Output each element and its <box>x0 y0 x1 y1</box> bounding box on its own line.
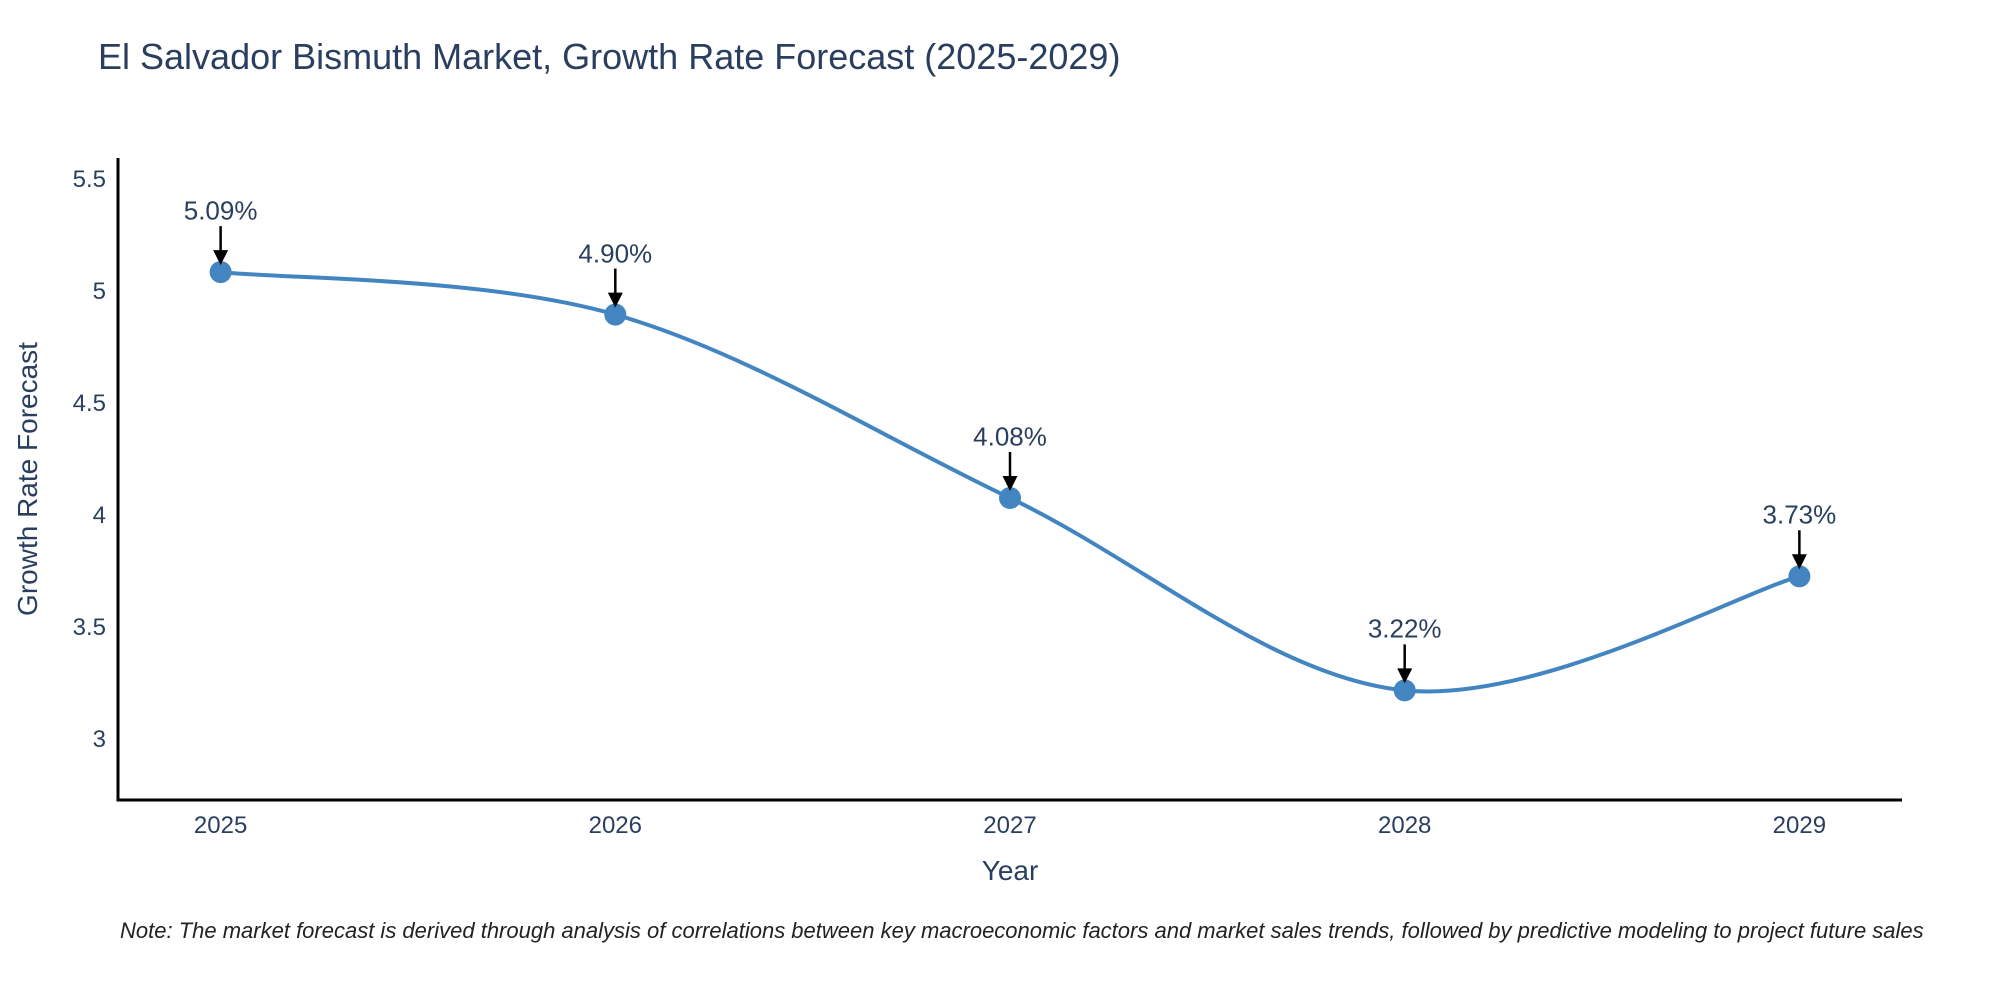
x-tick-label: 2025 <box>193 812 248 839</box>
annotation-arrowhead <box>1002 476 1018 492</box>
data-point-label: 5.09% <box>183 195 258 226</box>
footnote: Note: The market forecast is derived thr… <box>120 918 1924 943</box>
annotation-arrowhead <box>607 292 623 308</box>
annotation-arrowhead <box>1397 668 1413 684</box>
chart-title: El Salvador Bismuth Market, Growth Rate … <box>98 36 1121 77</box>
y-tick-label: 3 <box>92 725 106 753</box>
x-tick-label: 2026 <box>588 812 642 839</box>
data-point-label: 3.73% <box>1762 499 1837 530</box>
data-point-marker <box>1788 565 1811 588</box>
data-point-label: 3.22% <box>1367 613 1442 644</box>
y-tick-label: 5 <box>92 278 106 306</box>
y-tick-label: 4 <box>92 501 106 529</box>
x-tick-label: 2028 <box>1377 812 1432 839</box>
annotation-arrowhead <box>213 250 229 266</box>
y-tick-label: 3.5 <box>72 613 106 641</box>
data-point-marker <box>604 303 627 326</box>
x-tick-label: 2027 <box>983 812 1037 839</box>
x-tick-label: 2029 <box>1772 812 1827 839</box>
y-tick-label: 4.5 <box>72 390 106 418</box>
annotation-arrowhead <box>1791 554 1807 570</box>
x-axis-title: Year <box>981 855 1039 886</box>
data-point-marker <box>999 487 1021 510</box>
y-tick-label: 5.5 <box>72 166 106 194</box>
data-point-label: 4.08% <box>973 421 1047 452</box>
data-point-marker <box>209 261 232 284</box>
data-point-label: 4.90% <box>578 238 653 269</box>
data-point-marker <box>1393 679 1416 702</box>
